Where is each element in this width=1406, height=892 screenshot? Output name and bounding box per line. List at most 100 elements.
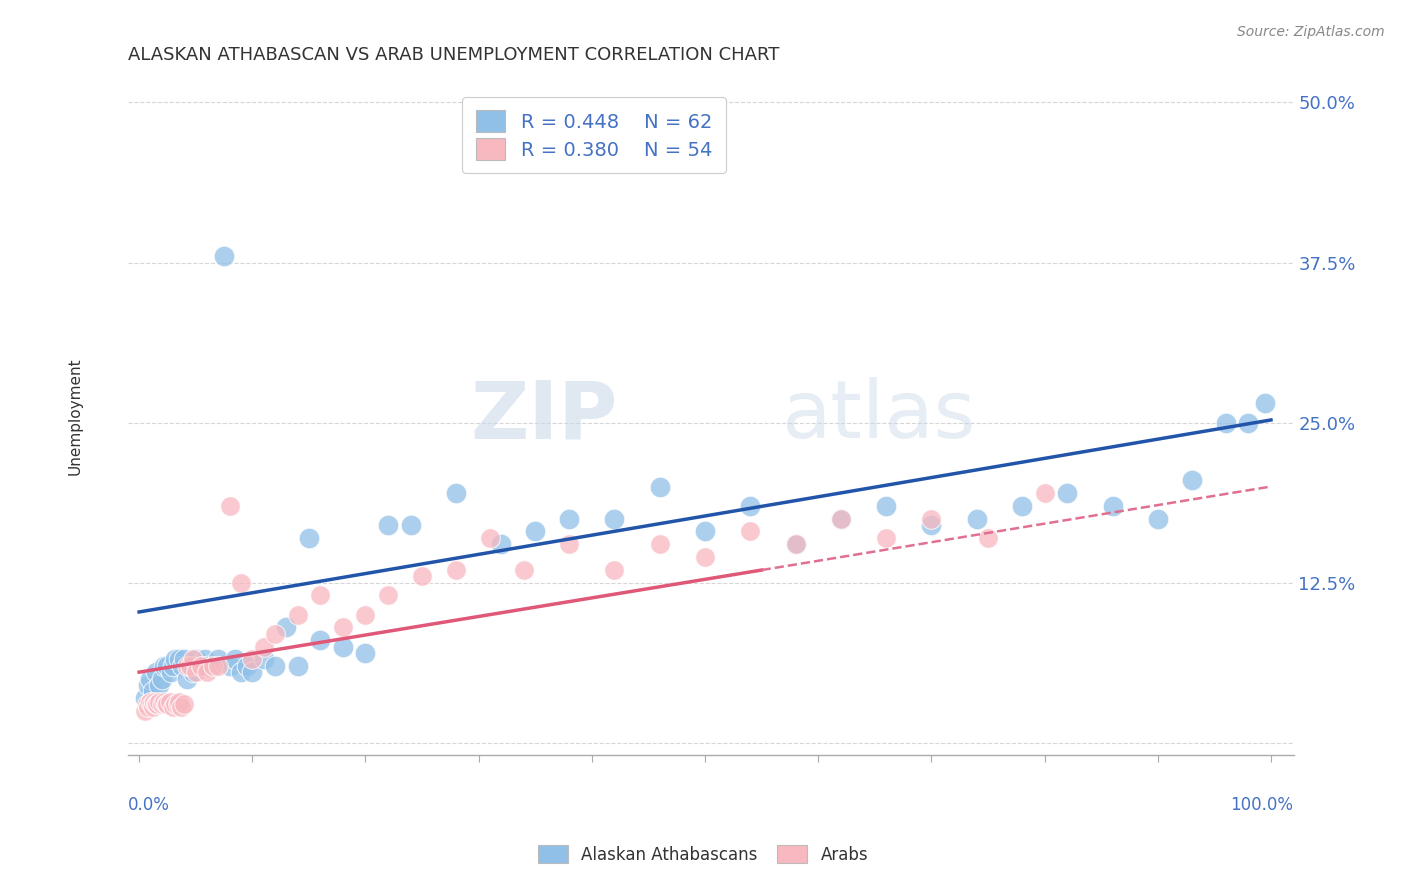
Point — [478, 531, 501, 545]
Point — [1254, 396, 1277, 410]
Point — [229, 665, 252, 680]
Point — [201, 658, 224, 673]
Point — [136, 697, 159, 711]
Point — [240, 665, 263, 680]
Point — [399, 517, 422, 532]
Point — [184, 652, 207, 666]
Point — [920, 511, 942, 525]
Text: 0.0%: 0.0% — [128, 796, 170, 814]
Text: Unemployment: Unemployment — [67, 358, 83, 475]
Point — [148, 678, 170, 692]
Point — [134, 690, 156, 705]
Point — [136, 678, 159, 692]
Point — [156, 658, 179, 673]
Text: Source: ZipAtlas.com: Source: ZipAtlas.com — [1237, 25, 1385, 39]
Point — [235, 658, 257, 673]
Point — [142, 684, 165, 698]
Point — [785, 537, 807, 551]
Point — [229, 575, 252, 590]
Point — [558, 537, 581, 551]
Point — [167, 695, 190, 709]
Point — [159, 665, 181, 680]
Point — [165, 652, 187, 666]
Legend: R = 0.448    N = 62, R = 0.380    N = 54: R = 0.448 N = 62, R = 0.380 N = 54 — [463, 97, 725, 173]
Point — [785, 537, 807, 551]
Point — [134, 704, 156, 718]
Point — [139, 672, 162, 686]
Text: ZIP: ZIP — [470, 377, 617, 455]
Point — [207, 652, 229, 666]
Point — [153, 658, 176, 673]
Point — [179, 658, 201, 673]
Point — [141, 697, 163, 711]
Point — [156, 697, 179, 711]
Point — [176, 658, 198, 673]
Point — [240, 652, 263, 666]
Point — [183, 652, 205, 666]
Point — [173, 697, 195, 711]
Point — [287, 658, 309, 673]
Point — [740, 524, 762, 539]
Point — [830, 511, 852, 525]
Point — [142, 699, 165, 714]
Point — [648, 537, 671, 551]
Point — [830, 511, 852, 525]
Point — [444, 563, 467, 577]
Point — [1146, 511, 1168, 525]
Point — [298, 531, 321, 545]
Point — [1033, 486, 1056, 500]
Point — [977, 531, 1000, 545]
Text: 100.0%: 100.0% — [1230, 796, 1294, 814]
Point — [966, 511, 988, 525]
Point — [513, 563, 536, 577]
Point — [179, 658, 201, 673]
Point — [176, 672, 198, 686]
Point — [444, 486, 467, 500]
Point — [139, 695, 162, 709]
Point — [648, 479, 671, 493]
Point — [332, 640, 354, 654]
Point — [1101, 499, 1123, 513]
Point — [252, 652, 274, 666]
Point — [218, 499, 240, 513]
Point — [155, 697, 177, 711]
Point — [190, 658, 212, 673]
Point — [740, 499, 762, 513]
Point — [148, 695, 170, 709]
Point — [875, 531, 897, 545]
Point — [136, 699, 159, 714]
Point — [184, 665, 207, 680]
Point — [1215, 416, 1237, 430]
Point — [172, 658, 194, 673]
Point — [150, 672, 173, 686]
Point — [875, 499, 897, 513]
Point — [603, 511, 626, 525]
Point — [693, 549, 716, 564]
Point — [224, 652, 246, 666]
Point — [166, 697, 188, 711]
Point — [354, 607, 377, 622]
Point — [276, 620, 298, 634]
Point — [194, 652, 217, 666]
Point — [287, 607, 309, 622]
Point — [218, 658, 240, 673]
Point — [162, 699, 184, 714]
Point — [159, 695, 181, 709]
Point — [142, 695, 165, 709]
Point — [165, 697, 187, 711]
Point — [150, 697, 173, 711]
Point — [145, 665, 167, 680]
Point — [183, 665, 205, 680]
Point — [167, 652, 190, 666]
Point — [145, 697, 167, 711]
Point — [1181, 473, 1204, 487]
Point — [309, 588, 332, 602]
Text: ALASKAN ATHABASCAN VS ARAB UNEMPLOYMENT CORRELATION CHART: ALASKAN ATHABASCAN VS ARAB UNEMPLOYMENT … — [128, 46, 779, 64]
Point — [173, 652, 195, 666]
Point — [195, 665, 218, 680]
Point — [354, 646, 377, 660]
Point — [170, 699, 193, 714]
Point — [332, 620, 354, 634]
Text: atlas: atlas — [780, 377, 974, 455]
Point — [195, 658, 218, 673]
